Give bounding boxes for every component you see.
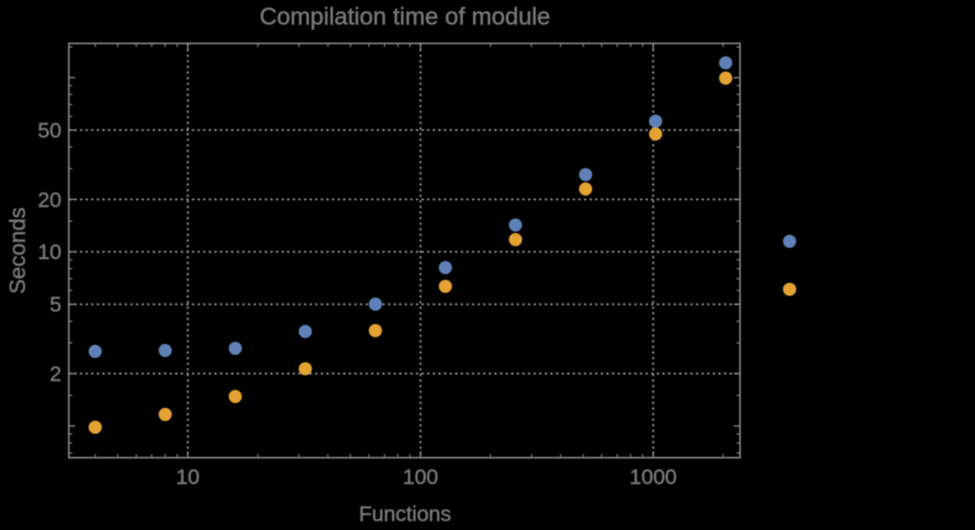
svg-text:Seconds: Seconds <box>5 207 30 294</box>
svg-text:10: 10 <box>38 240 62 264</box>
svg-text:100: 100 <box>403 465 439 489</box>
svg-text:5: 5 <box>50 293 62 317</box>
svg-text:50: 50 <box>38 119 62 143</box>
svg-text:Functions: Functions <box>359 502 451 525</box>
svg-text:10: 10 <box>176 465 200 489</box>
svg-text:Compilation time of module: Compilation time of module <box>260 4 551 31</box>
svg-text:2: 2 <box>50 362 62 386</box>
svg-text:1000: 1000 <box>630 465 678 489</box>
svg-text:20: 20 <box>38 188 62 212</box>
